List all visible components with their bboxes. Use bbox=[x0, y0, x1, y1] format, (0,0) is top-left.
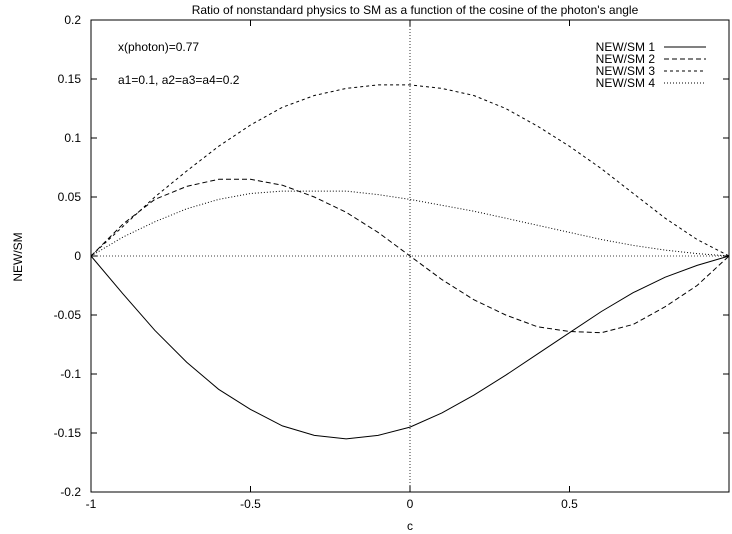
y-tick-label: 0.15 bbox=[58, 72, 82, 86]
y-tick-label: 0.2 bbox=[64, 13, 81, 27]
legend-label-1: NEW/SM 1 bbox=[596, 40, 656, 54]
series-lines bbox=[90, 84, 730, 440]
x-tick-label: 0 bbox=[407, 497, 414, 511]
series-line-4 bbox=[90, 190, 730, 257]
x-axis-ticks: -1 -0.5 0 0.5 bbox=[86, 20, 730, 511]
legend-label-3: NEW/SM 3 bbox=[596, 64, 656, 78]
x-axis-label: c bbox=[407, 519, 413, 533]
y-axis-ticks: -0.2 -0.15 -0.1 -0.05 0 0.05 0.1 0.15 0.2 bbox=[54, 13, 729, 499]
chart-title: Ratio of nonstandard physics to SM as a … bbox=[192, 3, 639, 17]
x-tick-label: 0.5 bbox=[561, 497, 578, 511]
series-line-1 bbox=[90, 255, 730, 440]
y-tick-label: -0.2 bbox=[60, 485, 81, 499]
y-tick-label: -0.05 bbox=[54, 308, 82, 322]
y-axis-label: NEW/SM bbox=[11, 232, 25, 281]
x-tick-label: -0.5 bbox=[240, 497, 261, 511]
annotation-x-photon: x(photon)=0.77 bbox=[118, 40, 199, 54]
y-tick-label: -0.1 bbox=[60, 367, 81, 381]
x-tick-label: -1 bbox=[86, 497, 97, 511]
series-line-3 bbox=[90, 84, 730, 257]
y-tick-label: 0 bbox=[74, 249, 81, 263]
y-tick-label: 0.05 bbox=[58, 190, 82, 204]
y-tick-label: 0.1 bbox=[64, 131, 81, 145]
annotation-couplings: a1=0.1, a2=a3=a4=0.2 bbox=[118, 73, 240, 87]
y-tick-label: -0.15 bbox=[54, 426, 82, 440]
legend-label-4: NEW/SM 4 bbox=[596, 76, 656, 90]
legend-label-2: NEW/SM 2 bbox=[596, 52, 656, 66]
series-line-2 bbox=[90, 178, 730, 334]
